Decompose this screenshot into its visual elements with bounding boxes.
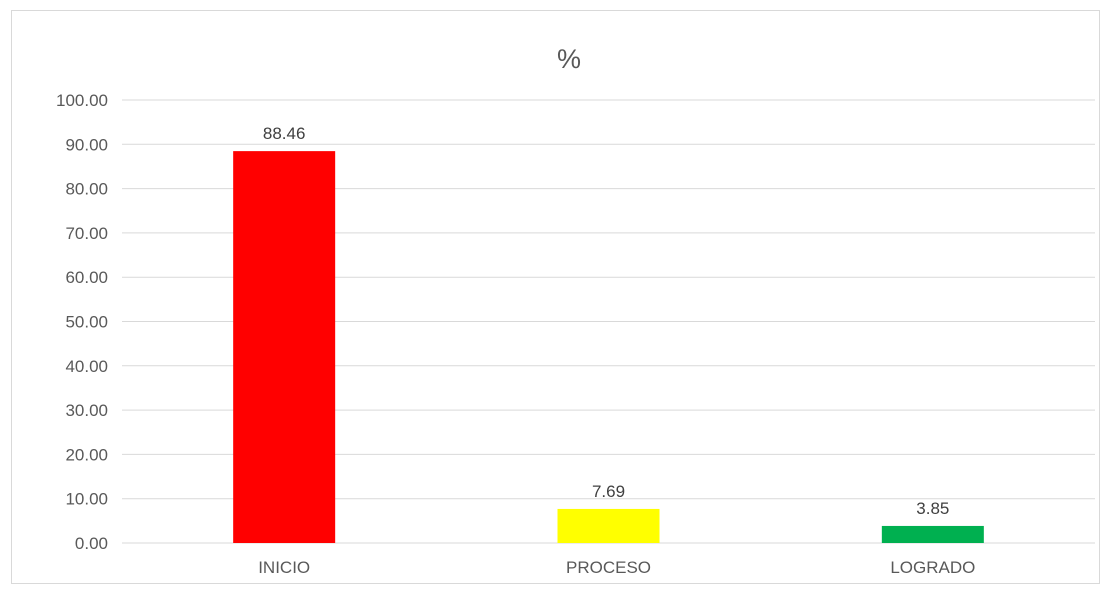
bar-logrado	[881, 525, 984, 543]
data-label-logrado: 3.85	[916, 499, 949, 518]
bar-inicio	[233, 151, 336, 543]
y-axis-tick-labels: 0.00 10.00 20.00 30.00 40.00 50.00 60.00 70.00 8…	[56, 91, 108, 553]
y-tick-label: 10.00	[65, 490, 108, 509]
bar-proceso	[557, 508, 660, 543]
chart-frame: % 0.00 10.00 20.00 30.00 40.00 50.00 60.00 70.0…	[11, 10, 1100, 584]
y-tick-label: 50.00	[65, 313, 108, 332]
data-labels: 88.46 7.69 3.85	[263, 124, 949, 518]
category-label-logrado: LOGRADO	[890, 558, 975, 577]
chart-title: %	[557, 44, 581, 74]
category-label-inicio: INICIO	[258, 558, 310, 577]
y-tick-label: 90.00	[65, 135, 108, 154]
y-tick-label: 70.00	[65, 224, 108, 243]
y-tick-label: 20.00	[65, 445, 108, 464]
y-tick-label: 100.00	[56, 91, 108, 110]
bars	[233, 151, 984, 543]
y-tick-label: 80.00	[65, 180, 108, 199]
data-label-proceso: 7.69	[592, 482, 625, 501]
data-label-inicio: 88.46	[263, 124, 306, 143]
x-axis-category-labels: INICIO PROCESO LOGRADO	[258, 558, 975, 577]
y-tick-label: 60.00	[65, 268, 108, 287]
y-tick-label: 30.00	[65, 401, 108, 420]
category-label-proceso: PROCESO	[566, 558, 651, 577]
bar-chart: % 0.00 10.00 20.00 30.00 40.00 50.00 60.00 70.0…	[56, 44, 1095, 577]
y-tick-label: 40.00	[65, 357, 108, 376]
y-tick-label: 0.00	[75, 534, 108, 553]
